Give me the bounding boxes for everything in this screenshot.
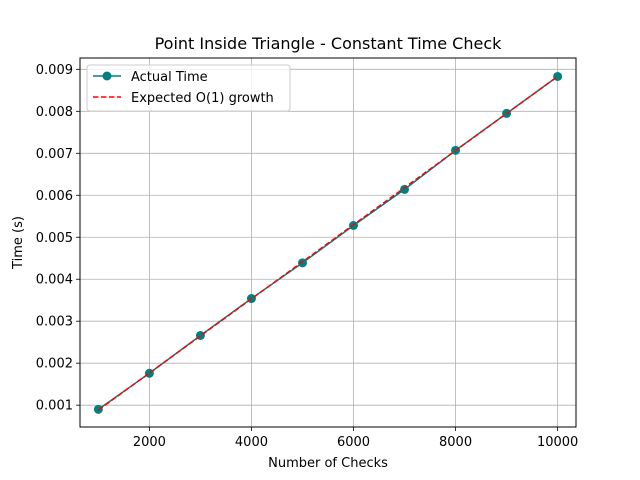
y-tick-label: 0.007 [36,147,73,162]
y-tick-label: 0.004 [36,273,73,288]
y-tick-label: 0.009 [36,63,73,78]
data-point-actual-time [400,184,410,194]
chart-title: Point Inside Triangle - Constant Time Ch… [155,34,503,53]
axis-ticks: 2000 4000 6000 8000 10000 0.001 0.002 0.003 0.00… [36,63,579,450]
x-tick-label: 8000 [439,435,472,450]
grid [80,58,576,427]
y-axis-label: Time (s) [11,216,26,270]
x-tick-label: 2000 [133,435,166,450]
x-axis-label: Number of Checks [268,456,388,471]
legend-marker-actual-time [102,71,112,81]
data-point-actual-time [297,258,307,268]
legend-label-expected-growth: Expected O(1) growth [131,91,274,106]
y-tick-label: 0.006 [36,189,73,204]
y-tick-label: 0.001 [36,399,73,414]
legend: Actual Time Expected O(1) growth [86,64,291,112]
plot-series [93,71,563,414]
y-tick-label: 0.008 [36,105,73,120]
y-tick-label: 0.003 [36,315,73,330]
plot-frame [79,57,577,428]
x-tick-label: 10000 [537,435,578,450]
legend-box [86,64,291,112]
x-tick-label: 4000 [235,435,268,450]
legend-label-actual-time: Actual Time [131,70,208,85]
y-tick-label: 0.005 [36,231,73,246]
y-tick-label: 0.002 [36,357,73,372]
series-line-expected-growth [97,75,559,411]
x-tick-label: 6000 [337,435,370,450]
